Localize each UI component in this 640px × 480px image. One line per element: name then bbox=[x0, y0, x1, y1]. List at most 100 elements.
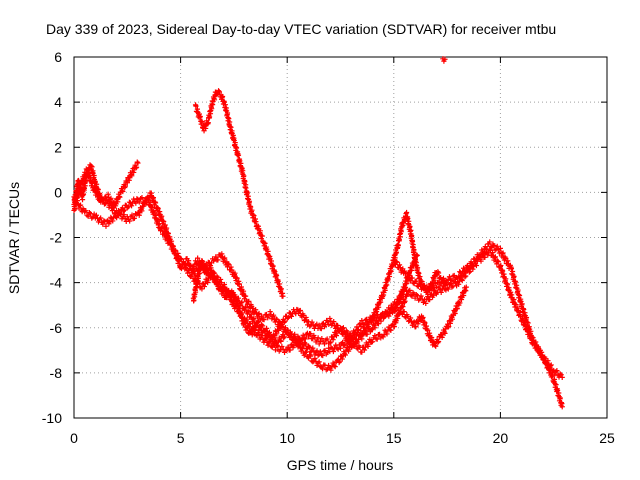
data-point bbox=[251, 315, 257, 322]
data-point bbox=[406, 288, 412, 294]
data-point bbox=[134, 159, 140, 165]
data-point bbox=[553, 381, 559, 388]
x-tick-label: 10 bbox=[279, 430, 295, 446]
data-point bbox=[238, 300, 244, 306]
data-point bbox=[548, 362, 554, 368]
data-point bbox=[280, 324, 286, 330]
data-point bbox=[454, 305, 460, 312]
data-point bbox=[324, 349, 331, 356]
data-point bbox=[188, 262, 194, 269]
x-tick-label: 0 bbox=[70, 430, 78, 446]
data-point bbox=[270, 263, 276, 269]
data-point bbox=[125, 204, 131, 210]
data-point bbox=[129, 212, 135, 218]
data-point bbox=[317, 349, 323, 355]
data-point bbox=[430, 292, 437, 298]
plot-frame bbox=[73, 56, 608, 419]
y-tick-label: -2 bbox=[50, 230, 63, 246]
data-point bbox=[489, 250, 496, 256]
data-point bbox=[180, 259, 187, 265]
data-point bbox=[280, 293, 286, 299]
data-point bbox=[438, 289, 444, 295]
data-point bbox=[512, 279, 519, 285]
data-point bbox=[332, 364, 338, 370]
data-point bbox=[342, 331, 348, 337]
data-point bbox=[235, 152, 242, 158]
data-point bbox=[122, 183, 128, 189]
data-point bbox=[178, 255, 184, 262]
data-point bbox=[423, 300, 429, 306]
data-point bbox=[227, 119, 233, 125]
data-point bbox=[133, 200, 139, 206]
data-point bbox=[427, 286, 433, 292]
data-point bbox=[259, 313, 265, 319]
data-point bbox=[110, 218, 116, 224]
data-point bbox=[499, 251, 505, 257]
data-point bbox=[301, 352, 307, 358]
data-point bbox=[402, 298, 408, 304]
data-point bbox=[431, 277, 437, 283]
data-point bbox=[127, 218, 133, 224]
data-point bbox=[386, 324, 392, 330]
data-point bbox=[457, 300, 463, 306]
data-point bbox=[233, 145, 240, 151]
data-point bbox=[192, 289, 199, 295]
data-point bbox=[276, 335, 282, 341]
data-point bbox=[463, 284, 469, 290]
data-point bbox=[126, 177, 132, 183]
data-point bbox=[288, 331, 295, 338]
data-point bbox=[435, 270, 442, 276]
data-point bbox=[243, 293, 249, 299]
data-point bbox=[354, 339, 361, 345]
data-point bbox=[191, 265, 197, 272]
data-point bbox=[328, 339, 334, 345]
data-point bbox=[149, 204, 155, 210]
data-point bbox=[256, 331, 262, 338]
data-point bbox=[520, 316, 526, 322]
data-point bbox=[395, 242, 401, 249]
x-tick-label: 5 bbox=[177, 430, 185, 446]
data-point bbox=[139, 195, 145, 201]
data-point bbox=[90, 170, 96, 176]
data-point bbox=[437, 287, 443, 293]
data-point bbox=[358, 323, 364, 330]
data-point bbox=[402, 285, 408, 292]
data-point bbox=[314, 321, 320, 327]
y-tick-label: -4 bbox=[50, 275, 63, 291]
data-point bbox=[362, 328, 368, 334]
x-tick-label: 20 bbox=[493, 430, 509, 446]
y-tick-label: 0 bbox=[54, 184, 62, 200]
data-point bbox=[302, 336, 308, 342]
data-point bbox=[273, 273, 280, 279]
data-point bbox=[161, 218, 167, 225]
y-tick-label: -8 bbox=[50, 365, 63, 381]
data-point bbox=[315, 335, 321, 341]
data-point bbox=[199, 263, 205, 269]
data-point bbox=[420, 299, 427, 305]
data-point bbox=[416, 270, 422, 276]
data-point bbox=[119, 188, 125, 194]
data-point bbox=[409, 232, 415, 239]
data-point bbox=[278, 338, 284, 344]
data-point bbox=[319, 321, 325, 327]
data-point bbox=[314, 348, 320, 354]
data-point bbox=[407, 287, 413, 294]
data-point bbox=[142, 199, 148, 206]
y-tick-label: 6 bbox=[54, 49, 62, 65]
data-point bbox=[407, 223, 413, 230]
data-point bbox=[312, 355, 318, 361]
data-point bbox=[249, 207, 255, 213]
data-point bbox=[439, 334, 445, 340]
data-point bbox=[378, 299, 384, 305]
data-point bbox=[285, 344, 291, 350]
data-point bbox=[170, 243, 176, 249]
data-point bbox=[167, 239, 173, 245]
data-point bbox=[418, 293, 424, 299]
data-point bbox=[189, 271, 195, 277]
data-point bbox=[129, 173, 135, 179]
data-point bbox=[401, 308, 407, 315]
data-point bbox=[260, 323, 266, 329]
data-point bbox=[342, 342, 348, 348]
data-point bbox=[396, 237, 402, 243]
data-point bbox=[224, 110, 231, 116]
